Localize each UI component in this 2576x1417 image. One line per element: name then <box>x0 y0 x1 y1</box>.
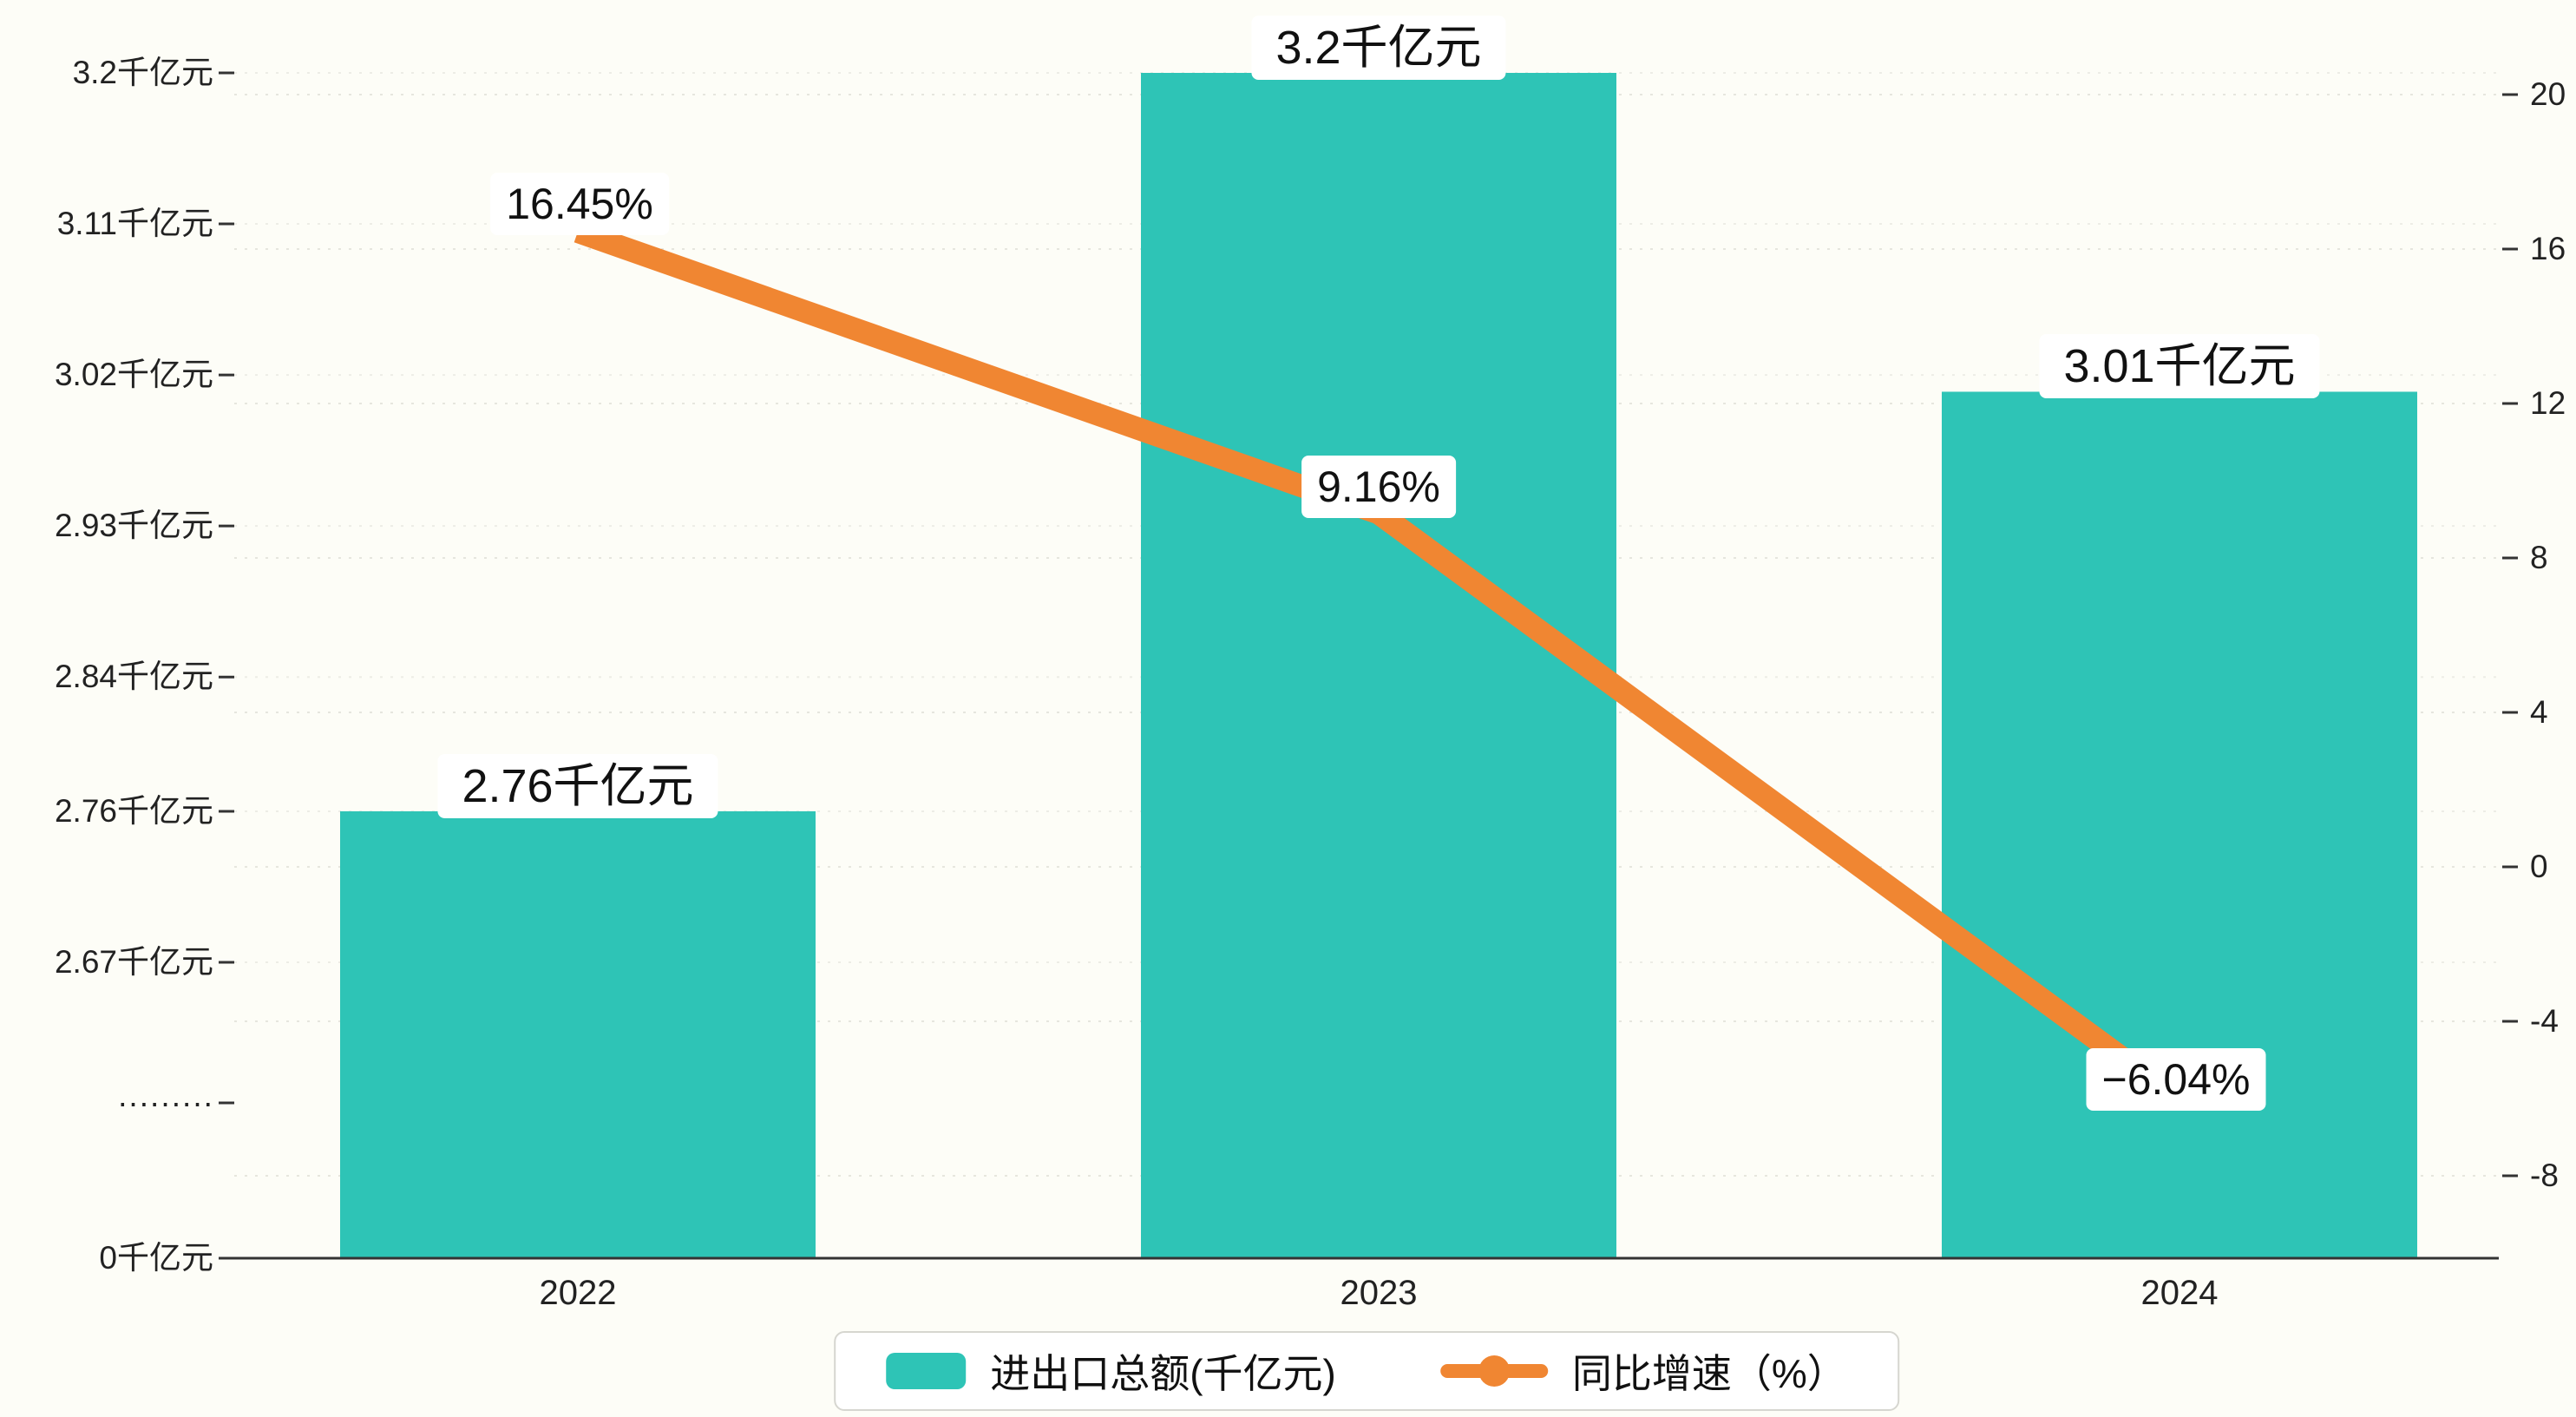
legend-item-bar-series[interactable]: 进出口总额(千亿元) <box>886 1342 1336 1400</box>
bar-2023[interactable] <box>1141 73 1616 1258</box>
legend-label-line-series: 同比增速（%） <box>1571 1351 1847 1396</box>
bar-2022[interactable] <box>340 810 816 1258</box>
bar-series-swatch-icon <box>886 1353 967 1389</box>
line-series-dot-icon <box>1478 1355 1510 1387</box>
legend-item-line-series[interactable]: 同比增速（%） <box>1439 1342 1847 1400</box>
legend: 进出口总额(千亿元) 同比增速（%） <box>834 1331 1899 1411</box>
legend-label-bar-series: 进出口总额(千亿元) <box>990 1351 1336 1396</box>
bar-2024[interactable] <box>1942 391 2417 1259</box>
line-series-swatch-icon <box>1439 1355 1548 1387</box>
